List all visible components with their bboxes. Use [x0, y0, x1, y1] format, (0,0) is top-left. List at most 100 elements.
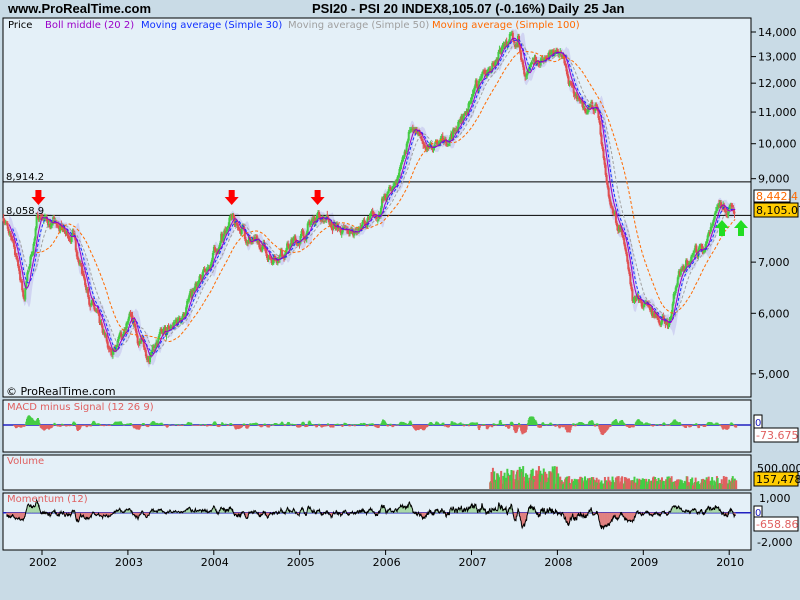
macd-bar [227, 425, 230, 426]
candle [293, 236, 296, 239]
site-name[interactable]: www.ProRealTime.com [7, 1, 151, 16]
macd-bar [663, 423, 666, 425]
candle [137, 343, 140, 345]
candle [265, 251, 268, 257]
macd-bar [463, 425, 466, 426]
candle [720, 202, 723, 207]
candle [496, 59, 499, 62]
candle [296, 242, 299, 245]
candle [122, 334, 125, 338]
momentum-zero-label: 0 [755, 508, 761, 519]
candle [733, 211, 736, 214]
candle [69, 240, 72, 242]
candle [371, 211, 374, 215]
candle [77, 259, 80, 264]
y-tick-label: 6,000 [758, 307, 790, 320]
candle [431, 147, 434, 150]
candle [519, 45, 522, 53]
candle [675, 285, 678, 288]
candle [500, 49, 503, 53]
macd-bar [693, 424, 696, 425]
candle [488, 68, 491, 70]
volume-bar [694, 477, 697, 489]
candle [531, 61, 534, 63]
x-tick-label: 2009 [630, 556, 658, 569]
candle [209, 263, 212, 269]
candle [365, 225, 368, 227]
candle [207, 267, 210, 270]
macd-bar [190, 422, 193, 425]
candle [315, 214, 318, 221]
candle [304, 239, 307, 241]
candle [317, 212, 320, 215]
candle [170, 326, 173, 328]
candle [585, 111, 588, 113]
price-value: 8,105.07 [756, 204, 800, 217]
candle [655, 314, 658, 317]
macd-bar [175, 424, 178, 425]
candle [136, 335, 139, 344]
candle [670, 311, 673, 318]
macd-bar [584, 424, 587, 425]
candle [213, 246, 216, 251]
candle [244, 238, 247, 243]
momentum-panel[interactable] [2, 492, 752, 551]
candle [570, 82, 573, 85]
candle [422, 141, 425, 145]
candle [32, 243, 35, 254]
macd-bar [504, 425, 507, 427]
candle [700, 245, 703, 247]
volume-bar [526, 474, 529, 489]
candle [234, 220, 237, 226]
candle [46, 220, 49, 226]
macd-bar [609, 425, 612, 427]
candle [268, 256, 271, 258]
candle [593, 109, 596, 112]
candle [491, 63, 494, 71]
candle [13, 246, 16, 255]
candle [576, 97, 579, 99]
candle [145, 356, 148, 360]
candle [80, 264, 83, 274]
candle [656, 314, 659, 318]
candle [652, 313, 655, 316]
candle [457, 121, 460, 131]
quote: 8,105.07 (-0.16%) [441, 1, 545, 16]
macd-bar [261, 425, 264, 427]
candle [189, 291, 192, 296]
candle [286, 243, 289, 250]
candle [196, 283, 199, 287]
boll-value-box [753, 189, 791, 203]
macd-bar [544, 423, 547, 425]
candle [230, 215, 233, 217]
macd-bar [364, 423, 367, 425]
candle [168, 327, 171, 329]
candle [271, 263, 274, 265]
candle [89, 304, 92, 306]
candle [340, 232, 343, 234]
candle [288, 246, 291, 250]
candle [626, 254, 629, 262]
candle [625, 249, 628, 255]
volume-bar [621, 476, 624, 489]
volume-bar [616, 476, 619, 489]
volume-bar [691, 477, 694, 489]
macd-bar [678, 422, 681, 425]
candle [438, 141, 441, 145]
candle [409, 129, 412, 131]
candle [240, 227, 243, 234]
macd-bar [139, 425, 142, 427]
candle [87, 288, 90, 298]
macd-bar [80, 425, 83, 427]
candle [309, 222, 312, 226]
macd-bar [161, 423, 164, 425]
candle [328, 220, 331, 225]
macd-bar [23, 425, 26, 427]
candle [702, 250, 705, 253]
candle [21, 280, 24, 291]
candle [144, 350, 147, 357]
volume-bar [491, 467, 494, 489]
candle [538, 64, 541, 66]
legend-ma50: Moving average (Simple 50) [288, 20, 429, 31]
candle [266, 256, 269, 260]
